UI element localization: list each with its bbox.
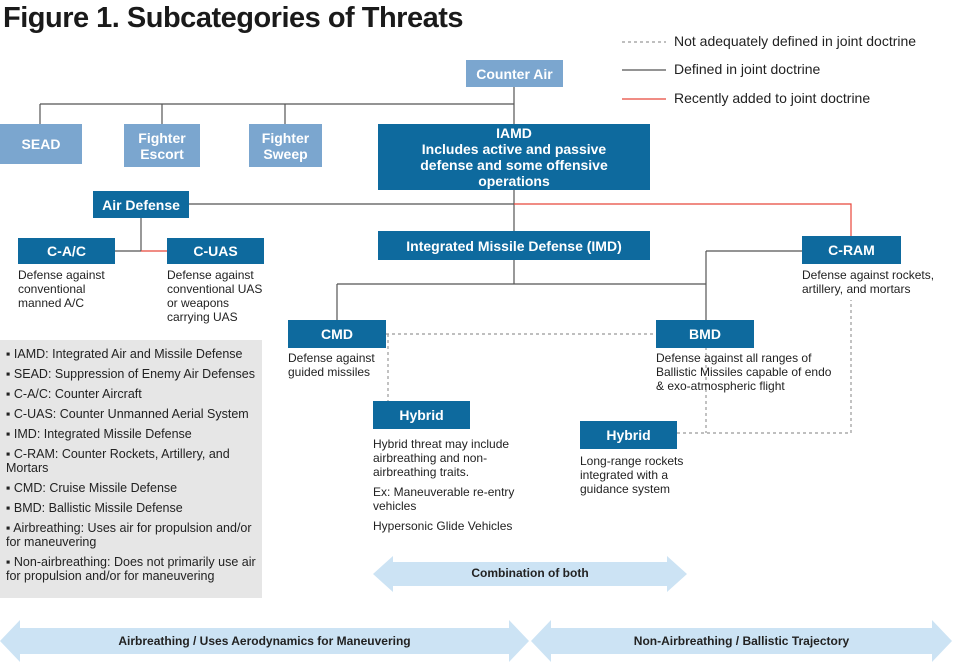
iamd-title: IAMD (496, 125, 532, 141)
air-defense-box: Air Defense (93, 191, 189, 218)
glossary-item: ▪ IAMD: Integrated Air and Missile Defen… (6, 347, 243, 361)
hybrid-1-example: Ex: Maneuverable re-entry vehicles (373, 485, 515, 513)
counter-air-tree (39, 87, 515, 124)
fighter-escort-box: Fighter Escort (124, 124, 200, 167)
non-airbreathing-label: Non-Airbreathing / Ballistic Trajectory (633, 634, 850, 648)
hybrid-1-hgv: Hypersonic Glide Vehicles (373, 519, 513, 533)
cmd-bmd-dashed (386, 333, 656, 401)
combination-label: Combination of both (471, 566, 589, 580)
hybrid-box-2: Hybrid (580, 421, 677, 449)
cram-recent-connector (514, 203, 852, 236)
legend-defined: Defined in joint doctrine (674, 61, 821, 77)
hybrid-1-desc: Hybrid threat may include airbreathing a… (373, 437, 510, 479)
hybrid2-dashed (677, 300, 852, 434)
imd-connector (336, 250, 802, 320)
airbreathing-label: Airbreathing / Uses Aerodynamics for Man… (118, 634, 411, 648)
sead-box: SEAD (0, 124, 82, 164)
counter-air-box: Counter Air (466, 60, 563, 87)
iamd-connector (189, 190, 515, 231)
cram-box: C-RAM (802, 236, 901, 264)
iamd-subtitle: Includes active and passive defense and … (420, 141, 608, 189)
glossary-item: ▪ IMD: Integrated Missile Defense (6, 427, 192, 441)
hybrid-box-1: Hybrid (373, 401, 470, 429)
glossary-item: ▪ C-RAM: Counter Rockets, Artillery, and… (6, 447, 230, 475)
bmd-box: BMD (656, 320, 754, 348)
page-title: Figure 1. Subcategories of Threats (3, 2, 464, 34)
glossary-item: ▪ BMD: Ballistic Missile Defense (6, 501, 183, 515)
legend-recent: Recently added to joint doctrine (674, 90, 871, 106)
hybrid-2-desc: Long-range rockets integrated with a gui… (580, 454, 684, 496)
cram-desc: Defense against rockets, artillery, and … (802, 268, 935, 296)
non-airbreathing-arrow (531, 620, 952, 662)
cuas-desc: Defense against conventional UAS or weap… (167, 268, 263, 324)
glossary-item: ▪ C-UAS: Counter Unmanned Aerial System (6, 407, 249, 421)
cac-desc: Defense against conventional manned A/C (18, 268, 105, 310)
glossary-item: ▪ SEAD: Suppression of Enemy Air Defense… (6, 367, 255, 381)
cuas-box: C-UAS (167, 238, 264, 264)
glossary-item: ▪ Airbreathing: Uses air for propulsion … (6, 521, 252, 549)
glossary-item: ▪ Non-airbreathing: Does not primarily u… (6, 555, 256, 583)
legend-not-defined: Not adequately defined in joint doctrine (674, 33, 917, 49)
cmd-box: CMD (288, 320, 386, 348)
cac-box: C-A/C (18, 238, 115, 264)
air-defense-connector (115, 218, 142, 252)
bmd-desc: Defense against all ranges of Ballistic … (656, 351, 832, 393)
iamd-box: IAMD Includes active and passive defense… (378, 124, 650, 190)
imd-box: Integrated Missile Defense (IMD) (378, 231, 650, 260)
glossary-panel: ▪ IAMD: Integrated Air and Missile Defen… (0, 340, 262, 598)
airbreathing-arrow (0, 620, 529, 662)
combination-arrow (373, 556, 687, 592)
cmd-desc: Defense against guided missiles (288, 351, 375, 379)
fighter-sweep-box: Fighter Sweep (249, 124, 322, 167)
glossary-item: ▪ C-A/C: Counter Aircraft (6, 387, 142, 401)
glossary-item: ▪ CMD: Cruise Missile Defense (6, 481, 178, 495)
